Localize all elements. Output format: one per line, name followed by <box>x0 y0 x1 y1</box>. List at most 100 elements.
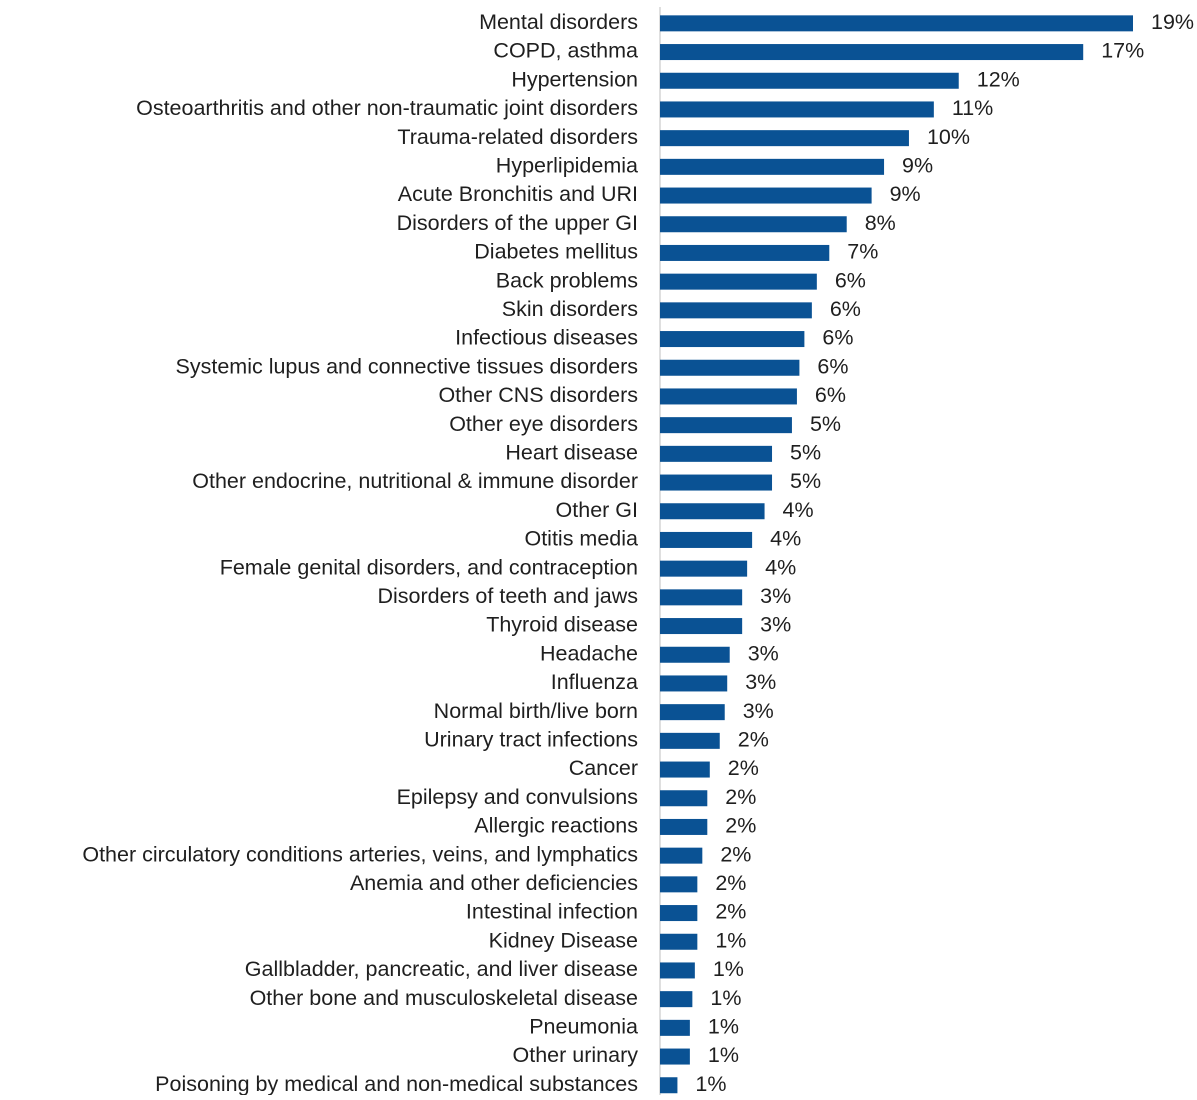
category-label: Systemic lupus and connective tissues di… <box>176 354 638 378</box>
bar <box>660 216 847 233</box>
category-label: Headache <box>540 641 638 665</box>
data-label: 4% <box>770 527 801 551</box>
data-label: 2% <box>725 785 756 809</box>
category-label: Influenza <box>551 670 638 694</box>
bar <box>660 646 730 663</box>
bar <box>660 560 748 577</box>
data-label: 19% <box>1151 10 1194 34</box>
data-label: 2% <box>728 756 759 780</box>
category-label: Back problems <box>496 268 638 292</box>
bar <box>660 302 812 319</box>
data-label: 6% <box>815 383 846 407</box>
data-label: 9% <box>902 154 933 178</box>
bar <box>660 1019 690 1036</box>
bar <box>660 847 703 864</box>
category-label: Infectious diseases <box>455 326 638 350</box>
category-label: Disorders of teeth and jaws <box>377 584 638 608</box>
data-label: 1% <box>708 1015 739 1039</box>
bar <box>660 531 753 548</box>
category-label: Other urinary <box>513 1043 639 1067</box>
data-label: 2% <box>720 842 751 866</box>
category-label: Acute Bronchitis and URI <box>398 182 638 206</box>
bar <box>660 933 698 950</box>
bar <box>660 704 725 721</box>
category-label: Normal birth/live born <box>434 699 638 723</box>
data-label: 5% <box>790 469 821 493</box>
data-label: 5% <box>790 441 821 465</box>
data-label: 3% <box>745 670 776 694</box>
data-label: 2% <box>715 900 746 924</box>
bar <box>660 244 830 261</box>
data-label: 6% <box>830 297 861 321</box>
bar <box>660 991 693 1008</box>
bar <box>660 732 720 749</box>
category-label: Other GI <box>556 498 638 522</box>
bar <box>660 589 743 606</box>
bar <box>660 331 805 348</box>
category-label: Kidney Disease <box>489 928 638 952</box>
bar <box>660 962 695 979</box>
data-label: 12% <box>977 67 1020 91</box>
category-label: Trauma-related disorders <box>397 125 638 149</box>
category-label: Skin disorders <box>502 297 638 321</box>
category-label: Gallbladder, pancreatic, and liver disea… <box>245 957 638 981</box>
bar <box>660 675 728 692</box>
bar <box>660 905 698 922</box>
bar <box>660 130 909 147</box>
bar <box>660 445 773 462</box>
category-label: Other CNS disorders <box>438 383 638 407</box>
category-label: Other circulatory conditions arteries, v… <box>82 842 638 866</box>
data-label: 1% <box>710 986 741 1010</box>
data-label: 6% <box>817 354 848 378</box>
bar <box>660 273 817 290</box>
bar <box>660 818 708 835</box>
bar <box>660 388 797 405</box>
data-label: 17% <box>1101 39 1144 63</box>
category-label: Disorders of the upper GI <box>397 211 638 235</box>
data-label: 11% <box>952 96 993 120</box>
category-label: Anemia and other deficiencies <box>350 871 638 895</box>
data-label: 4% <box>765 555 796 579</box>
category-label: Urinary tract infections <box>424 728 638 752</box>
bar <box>660 417 792 434</box>
category-label: Heart disease <box>505 441 638 465</box>
category-label: Osteoarthritis and other non-traumatic j… <box>136 96 638 120</box>
category-label: COPD, asthma <box>493 39 638 63</box>
data-label: 2% <box>715 871 746 895</box>
category-label: Other eye disorders <box>449 412 638 436</box>
data-label: 3% <box>743 699 774 723</box>
category-label: Hypertension <box>511 67 638 91</box>
data-label: 3% <box>748 641 779 665</box>
category-label: Thyroid disease <box>486 613 638 637</box>
data-label: 2% <box>725 814 756 838</box>
bar <box>660 187 872 204</box>
bar <box>660 72 959 89</box>
bar <box>660 618 743 635</box>
category-label: Hyperlipidemia <box>496 154 638 178</box>
chart-marks: Mental disorders 19% COPD, asthma 17% Hypert… <box>82 10 1194 1096</box>
data-label: 3% <box>760 584 791 608</box>
bar <box>660 359 800 376</box>
bar <box>660 158 885 175</box>
data-label: 5% <box>810 412 841 436</box>
category-label: Pneumonia <box>529 1015 638 1039</box>
data-label: 6% <box>822 326 853 350</box>
bar <box>660 761 710 778</box>
data-label: 1% <box>695 1072 726 1095</box>
category-label: Otitis media <box>524 527 638 551</box>
bar <box>660 503 765 520</box>
category-label: Allergic reactions <box>474 814 638 838</box>
data-label: 10% <box>927 125 970 149</box>
category-label: Intestinal infection <box>466 900 638 924</box>
bar <box>660 876 698 893</box>
bar <box>660 474 773 491</box>
bar <box>660 44 1084 61</box>
data-label: 2% <box>738 728 769 752</box>
data-label: 1% <box>715 928 746 952</box>
category-label: Epilepsy and convulsions <box>397 785 638 809</box>
category-label: Cancer <box>569 756 638 780</box>
category-label: Other bone and musculoskeletal disease <box>250 986 638 1010</box>
data-label: 6% <box>835 268 866 292</box>
category-label: Poisoning by medical and non-medical sub… <box>155 1072 638 1095</box>
